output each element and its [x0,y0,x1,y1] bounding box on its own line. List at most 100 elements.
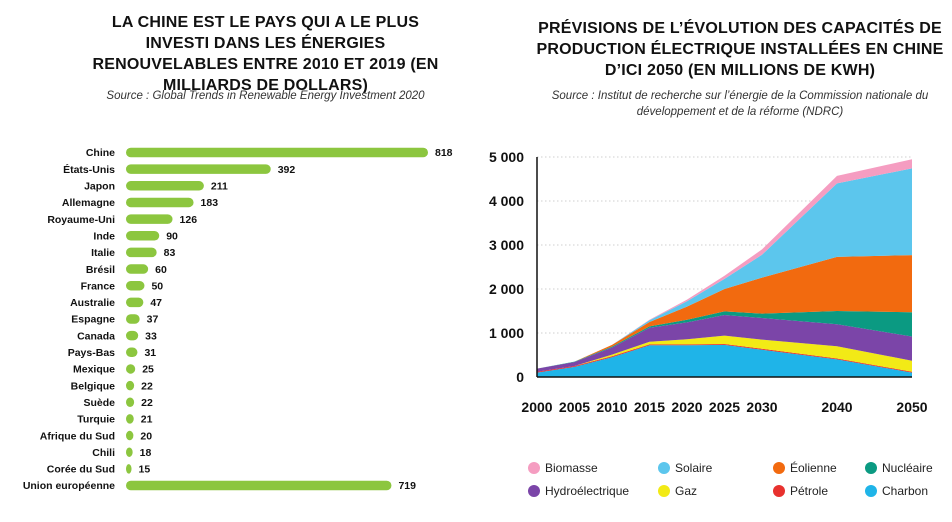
bar [126,397,135,407]
area-series [537,335,912,372]
bar [126,214,173,224]
legend-label: Nucléaire [882,461,933,475]
left-chart-source: Source : Global Trends in Renewable Ener… [106,90,425,102]
area-series [537,168,912,369]
x-tick-label: 2025 [709,399,740,415]
area-series [537,311,912,369]
legend-swatch [528,462,540,474]
bar-category-label: Suède [83,397,115,409]
bar [126,197,194,208]
bar [126,314,140,324]
bar [126,414,134,424]
legend-swatch [773,462,785,474]
bar [126,430,134,441]
bar-category-label: Allemagne [62,197,115,209]
legend-label: Solaire [675,461,713,475]
legend-swatch [528,485,540,497]
bar [126,447,133,457]
bar-value-label: 20 [140,430,152,442]
bar-value-label: 90 [166,230,178,242]
bar-value-label: 47 [150,297,162,309]
legend-swatch [658,485,670,497]
right-chart-source: Source : Institut de recherche sur l’éne… [551,90,929,118]
y-tick-label: 2 000 [489,281,524,297]
bar-category-label: Turquie [77,414,115,426]
bar-category-label: Pays-Bas [68,347,115,359]
bar-value-label: 183 [201,197,219,209]
bar-value-label: 22 [141,380,153,392]
legend-label: Charbon [882,484,928,498]
bar-value-label: 22 [141,397,153,409]
bar-value-label: 50 [151,280,163,292]
legend-swatch [658,462,670,474]
x-tick-label: 2000 [521,399,552,415]
bar-value-label: 60 [155,264,167,276]
bar [126,364,136,374]
bar [126,231,160,241]
bar-category-label: Corée du Sud [47,464,115,476]
area-series [537,315,912,372]
bar-value-label: 818 [435,147,453,159]
bar [126,147,428,158]
y-tick-label: 5 000 [489,149,524,165]
x-tick-label: 2050 [896,399,927,415]
bar-category-label: Royaume-Uni [47,214,115,226]
x-tick-label: 2010 [596,399,627,415]
bar-category-label: Chine [86,147,115,159]
bar [126,280,145,291]
area-series [537,344,912,377]
bar-category-label: Afrique du Sud [40,430,115,442]
bar-value-label: 18 [140,447,152,459]
bar-value-label: 126 [180,214,198,226]
bar [126,330,139,341]
y-tick-label: 1 000 [489,325,524,341]
bar-category-label: Brésil [86,264,115,276]
legend-label: Pétrole [790,484,828,498]
x-tick-label: 2020 [671,399,702,415]
bar-category-label: France [81,280,116,292]
bar-category-label: Chili [92,447,115,459]
bar-value-label: 25 [142,364,154,376]
legend-swatch [865,462,877,474]
bar-value-label: 33 [145,330,157,342]
x-tick-label: 2015 [634,399,665,415]
bar-category-label: Belgique [71,380,115,392]
bar-value-label: 392 [278,164,296,176]
right-chart-title: PRÉVISIONS DE L’ÉVOLUTION DES CAPACITÉS … [536,20,944,79]
bar-category-label: Japon [84,181,115,193]
bar [126,264,149,274]
bar-category-label: Espagne [71,314,115,326]
bar-category-label: Union européenne [23,480,115,492]
legend-swatch [773,485,785,497]
bar [126,297,144,308]
bar [126,181,204,191]
x-tick-label: 2040 [821,399,852,415]
bar-category-label: Canada [77,330,115,342]
legend-swatch [865,485,877,497]
legend-label: Éolienne [790,460,837,475]
x-tick-label: 2005 [559,399,590,415]
bar-value-label: 15 [139,464,151,476]
bar-value-label: 211 [211,181,228,193]
bar [126,480,392,491]
bar-category-label: Australie [70,297,115,309]
area-series [537,255,912,369]
legend-label: Hydroélectrique [545,484,629,498]
bar-category-label: États-Unis [63,163,115,176]
left-chart-title: LA CHINE EST LE PAYS QUI A LE PLUS INVES… [92,14,439,94]
y-tick-label: 3 000 [489,237,524,253]
bar-value-label: 21 [141,414,153,426]
bar-category-label: Inde [93,230,115,242]
area-series [537,344,912,373]
bar-value-label: 719 [398,480,416,492]
bar-category-label: Mexique [73,364,115,376]
y-tick-label: 4 000 [489,193,524,209]
x-tick-label: 2030 [746,399,777,415]
bar [126,164,271,174]
bar [126,247,157,258]
bar-value-label: 31 [144,347,156,359]
bar-category-label: Italie [91,247,115,259]
y-tick-label: 0 [516,369,524,385]
legend-label: Biomasse [545,461,598,475]
